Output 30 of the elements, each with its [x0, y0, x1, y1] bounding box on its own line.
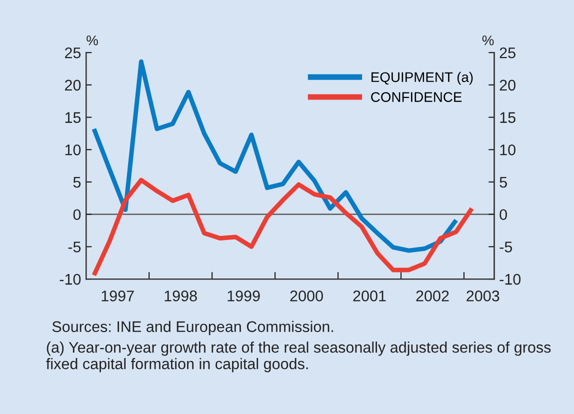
legend-label: CONFIDENCE: [371, 92, 462, 102]
x-tick-label: 1999: [228, 290, 260, 302]
line-series: [92, 178, 474, 278]
x-tick-label: 2003: [466, 290, 500, 302]
y-tick-label: 20: [65, 80, 81, 91]
y-axis-title: %: [86, 36, 98, 46]
x-tick-label: 2001: [353, 290, 386, 302]
y2-tick-label: 5: [500, 177, 507, 188]
y-tick-label: -10: [60, 274, 81, 285]
y2-tick-label: 15: [500, 112, 516, 123]
x-tick-label: 1998: [164, 290, 197, 302]
y-tick-label: 15: [65, 112, 81, 123]
y-tick-label: 0: [73, 209, 81, 220]
y-tick-label: 25: [65, 47, 81, 58]
y2-tick-label: -10: [500, 274, 521, 285]
text: (a) Year-on-year growth rate of the real seasonally adjusted series of gross fixed capital formation in capital goods.: [46, 342, 551, 372]
y-tick-label: -5: [68, 242, 81, 252]
source-note: Sources: INE and European Commission.: [52, 320, 334, 336]
y2-tick-label: 20: [500, 80, 516, 91]
x-tick-label: 2002: [416, 290, 449, 302]
y2-tick-label: 25: [500, 47, 516, 58]
y2-axis-title: %: [482, 36, 494, 46]
x-tick-label: 2000: [290, 290, 323, 302]
y-tick-label: 5: [73, 177, 81, 188]
y2-tick-label: -5: [500, 242, 512, 252]
y2-tick-label: 10: [500, 144, 516, 156]
y2-tick-label: 0: [500, 209, 507, 220]
y-tick-label: 10: [65, 144, 81, 156]
legend-label: EQUIPMENT (a): [372, 72, 473, 85]
x-tick-label: 1997: [102, 290, 134, 302]
